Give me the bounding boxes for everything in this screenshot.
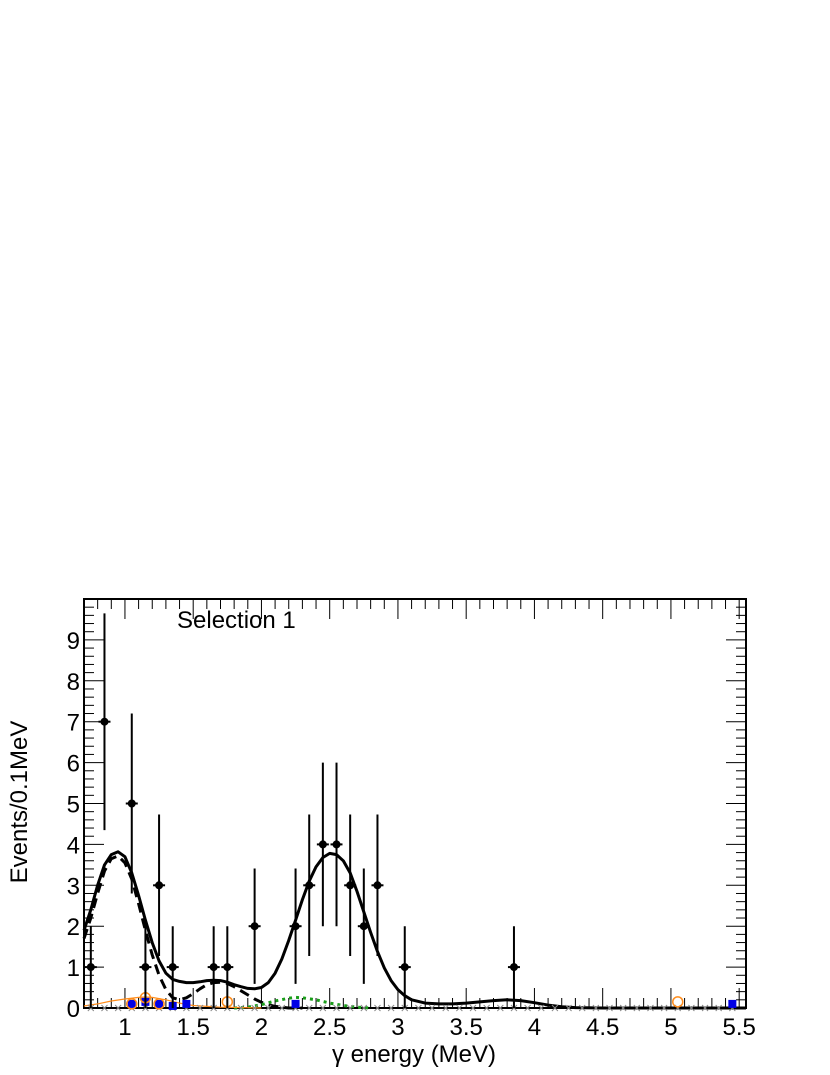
x-marker: [428, 1004, 436, 1012]
y-tick-label: 5: [67, 792, 80, 819]
data-point: [509, 963, 518, 972]
data-point: [86, 963, 95, 972]
y-axis-label: Events/0.1MeV: [6, 721, 33, 884]
data-point: [209, 963, 218, 972]
x-marker: [592, 1004, 600, 1012]
x-marker: [415, 1004, 422, 1012]
orange-circle-point: [672, 996, 684, 1008]
fit-curves: [82, 850, 746, 1010]
data-points: [84, 613, 520, 1008]
blue-square-point: [127, 999, 136, 1008]
x-marker: [251, 1004, 258, 1012]
data-point: [373, 881, 382, 890]
x-tick-label: 2.5: [313, 1014, 346, 1041]
x-marker: [688, 1004, 695, 1012]
y-tick-label: 7: [67, 710, 80, 737]
data-point: [305, 881, 314, 890]
data-point: [155, 881, 164, 890]
x-marker: [551, 1004, 559, 1012]
tick-marks: [83, 598, 746, 1009]
x-marker: [114, 1004, 122, 1012]
data-point: [141, 963, 150, 972]
x-marker: [278, 1004, 286, 1012]
x-marker: [483, 1004, 491, 1012]
data-point: [223, 963, 232, 972]
x-tick-label: 4.5: [586, 1014, 619, 1041]
x-marker: [619, 1004, 627, 1012]
x-tick-label: 5: [664, 1014, 677, 1041]
blue-square-point: [291, 999, 300, 1008]
x-marker: [264, 1004, 272, 1012]
x-marker: [647, 1004, 654, 1012]
data-point: [168, 963, 177, 972]
blue-square-point: [155, 999, 164, 1008]
x-tick-label: 1.5: [177, 1014, 210, 1041]
x-tick-label: 1: [118, 1014, 131, 1041]
orange-circle-point: [153, 998, 165, 1010]
x-marker: [701, 1004, 709, 1012]
x-marker: [469, 1004, 477, 1012]
data-point: [332, 840, 341, 849]
fit-curve-dotted: [234, 995, 371, 1010]
data-point: [400, 963, 409, 972]
x-tick-labels: 1 1.5 2 2.5 3 3.5 4 4.5 5 5.5: [118, 1014, 756, 1041]
x-tick-label: 3: [391, 1014, 404, 1041]
x-marker: [715, 1004, 723, 1012]
x-marker: [101, 1004, 108, 1012]
blue-square-point: [182, 999, 191, 1008]
orange-circle-point: [126, 998, 138, 1010]
x-tick-label: 2: [255, 1014, 268, 1041]
x-marker: [319, 1004, 327, 1012]
data-point: [250, 922, 259, 931]
blue-square-point: [728, 999, 737, 1008]
x-tick-label: 3.5: [449, 1014, 482, 1041]
x-marker: [496, 1004, 504, 1012]
y-tick-label: 2: [67, 914, 80, 941]
x-marker: [237, 1004, 245, 1012]
x-marker: [305, 1004, 313, 1012]
data-point: [346, 881, 355, 890]
x-marker: [578, 1004, 586, 1012]
x-marker: [346, 1004, 354, 1012]
y-tick-label: 8: [67, 669, 80, 696]
x-marker: [374, 1004, 381, 1012]
x-marker: [633, 1004, 641, 1012]
x-marker: [565, 1004, 572, 1012]
data-point: [127, 799, 136, 808]
annotation-label: Selection 1: [177, 607, 296, 634]
x-tick-label: 5.5: [722, 1014, 755, 1041]
y-tick-label: 3: [67, 873, 80, 900]
x-tick-label: 4: [528, 1014, 541, 1041]
y-tick-label: 0: [67, 996, 80, 1023]
x-marker: [660, 1004, 668, 1012]
y-tick-labels: 0 1 2 3 4 5 6 7 8 9: [67, 628, 80, 1023]
plot-frame: [83, 598, 747, 1009]
y-tick-label: 6: [67, 751, 80, 778]
fit-curve-dashed: [82, 854, 303, 1010]
data-point: [318, 840, 327, 849]
x-axis-label: γ energy (MeV): [332, 1041, 496, 1068]
x-marker: [196, 1004, 204, 1012]
y-tick-label: 1: [67, 955, 80, 982]
y-tick-label: 4: [67, 832, 80, 859]
x-marker: [456, 1004, 463, 1012]
x-marker: [333, 1004, 340, 1012]
x-marker: [606, 1004, 613, 1012]
x-marker: [524, 1004, 531, 1012]
fit-curve-solid: [82, 850, 746, 1010]
x-marker: [537, 1004, 545, 1012]
data-point: [291, 922, 300, 931]
x-marker: [360, 1004, 368, 1012]
data-point: [359, 922, 368, 931]
data-point: [100, 717, 109, 726]
x-marker: [387, 1004, 395, 1012]
x-marker: [442, 1004, 450, 1012]
y-tick-label: 9: [67, 628, 80, 655]
